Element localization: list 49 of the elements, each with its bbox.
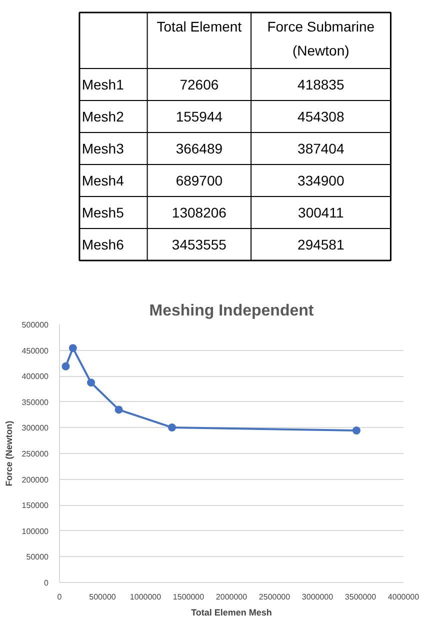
x-tick-label: 3500000 <box>344 592 377 602</box>
category-label: Mesh5 <box>82 204 124 220</box>
data-label: 387404 <box>298 140 344 156</box>
data-label: 72606 <box>180 76 219 92</box>
x-tick-label: 3000000 <box>302 592 334 602</box>
data-label: 3453555 <box>172 236 227 252</box>
point <box>68 344 77 352</box>
x-axis-title: Total Elemen Mesh <box>191 608 272 618</box>
data-label: 366489 <box>176 140 223 156</box>
y-tick-label: 0 <box>44 578 50 588</box>
x-tick-label: 1500000 <box>172 592 205 602</box>
category-label: Mesh4 <box>82 172 124 188</box>
data-label: 1308206 <box>172 204 227 220</box>
x-tick-label: 2000000 <box>216 592 248 602</box>
chart-title: Meshing Independent <box>149 302 314 320</box>
data-label: 155944 <box>176 108 223 124</box>
y-tick-label: 350000 <box>22 398 50 407</box>
point <box>352 426 361 434</box>
x-tick-label: 4000000 <box>388 592 420 602</box>
y-tick-label: 400000 <box>22 372 50 382</box>
point <box>114 406 123 414</box>
y-axis-title: Force (Newton) <box>4 420 14 486</box>
x-tick-label: 2500000 <box>258 592 291 602</box>
x-tick-label: 500000 <box>89 592 116 602</box>
data-label: 454308 <box>298 108 344 124</box>
legend-label: Force Submarine (Newton) <box>267 18 375 58</box>
point <box>62 362 70 370</box>
data-label: 294581 <box>298 236 344 252</box>
data-label: 418835 <box>298 76 344 92</box>
point <box>87 378 96 387</box>
y-tick-label: 100000 <box>22 526 50 536</box>
category-label: Mesh6 <box>82 236 124 252</box>
category-label: Mesh2 <box>82 108 124 124</box>
legend-label: Total Element <box>156 18 242 34</box>
point <box>168 423 176 432</box>
x-tick-label: 0 <box>57 592 62 602</box>
data-label: 334900 <box>298 172 344 188</box>
y-tick-label: 200000 <box>22 475 50 484</box>
category-label: Mesh1 <box>82 76 124 92</box>
y-tick-label: 250000 <box>22 450 50 458</box>
y-tick-label: 300000 <box>22 424 50 433</box>
data-label: 300411 <box>298 204 344 220</box>
y-tick-label: 50000 <box>26 552 50 562</box>
x-tick-label: 1000000 <box>130 592 162 602</box>
y-tick-label: 150000 <box>22 501 50 510</box>
y-tick-label: 450000 <box>22 346 50 356</box>
category-label: Mesh3 <box>82 140 124 156</box>
y-tick-label: 500000 <box>22 320 50 330</box>
data-label: 689700 <box>176 172 223 188</box>
